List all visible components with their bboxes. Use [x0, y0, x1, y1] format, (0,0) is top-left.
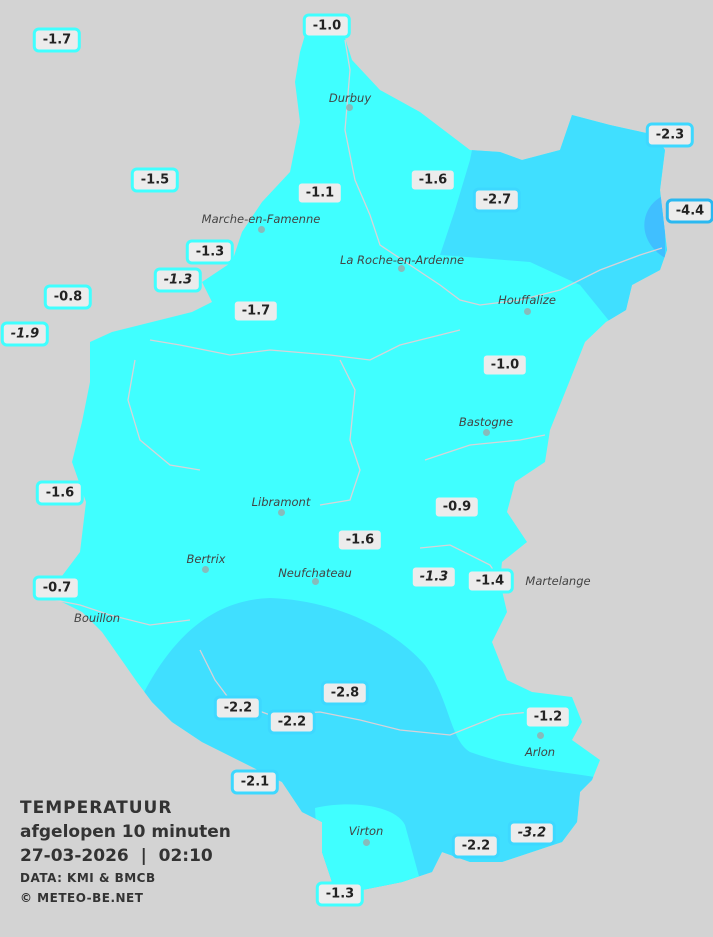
- town-label: Neufchateau: [278, 566, 352, 580]
- station-temperature-label[interactable]: -1.2: [523, 704, 573, 730]
- town-dot: [536, 731, 544, 739]
- station-temperature-label[interactable]: -1.6: [335, 527, 385, 553]
- station-temperature-label[interactable]: -2.7: [472, 187, 522, 213]
- station-temperature-label[interactable]: -1.9: [0, 321, 50, 347]
- town-dot: [345, 103, 353, 111]
- station-temperature-label[interactable]: -1.7: [231, 298, 281, 324]
- station-temperature-label[interactable]: -2.3: [645, 122, 695, 148]
- station-temperature-label[interactable]: -1.6: [408, 167, 458, 193]
- station-temperature-label[interactable]: -1.3: [315, 881, 365, 907]
- map-datetime: 27-03-2026 | 02:10: [20, 846, 213, 866]
- station-temperature-label[interactable]: -2.2: [267, 709, 317, 735]
- town-label: Arlon: [524, 745, 556, 759]
- town-dot: [362, 838, 370, 846]
- station-temperature-label[interactable]: -1.4: [465, 568, 515, 594]
- station-temperature-label[interactable]: -0.7: [32, 575, 82, 601]
- map-title: TEMPERATUUR: [20, 798, 173, 818]
- town-label: La Roche-en-Ardenne: [339, 253, 465, 267]
- zone-cold-east: [644, 195, 665, 258]
- zone-light-virton: [315, 804, 420, 890]
- station-temperature-label[interactable]: -4.4: [665, 198, 713, 224]
- town-label: Libramont: [251, 495, 311, 509]
- town-label: Bouillon: [73, 611, 121, 625]
- town-label: Bastogne: [458, 415, 514, 429]
- station-temperature-label[interactable]: -1.0: [480, 352, 530, 378]
- station-temperature-label[interactable]: -1.3: [185, 239, 235, 265]
- town-label: Virton: [348, 824, 384, 838]
- town-dot: [201, 565, 209, 573]
- map-subtitle: afgelopen 10 minuten: [20, 822, 231, 842]
- station-temperature-label[interactable]: -2.2: [451, 833, 501, 859]
- rivers: [54, 39, 663, 736]
- station-temperature-label[interactable]: -0.9: [432, 494, 482, 520]
- town-dot: [482, 428, 490, 436]
- station-temperature-label[interactable]: -2.8: [320, 680, 370, 706]
- town-label: Durbuy: [328, 91, 372, 105]
- town-dot: [397, 264, 405, 272]
- station-temperature-label[interactable]: -1.3: [153, 267, 203, 293]
- town-label: Marche-en-Famenne: [201, 212, 321, 226]
- town-label: Houffalize: [498, 293, 556, 307]
- copyright: © METEO-BE.NET: [20, 891, 144, 905]
- town-dot: [277, 508, 285, 516]
- station-temperature-label[interactable]: -2.1: [230, 769, 280, 795]
- station-temperature-label[interactable]: -0.8: [43, 284, 93, 310]
- station-temperature-label[interactable]: -1.3: [409, 564, 459, 590]
- town-dot: [523, 307, 531, 315]
- station-temperature-label[interactable]: -1.1: [295, 180, 345, 206]
- station-temperature-label[interactable]: -1.0: [302, 13, 352, 39]
- town-dot: [311, 577, 319, 585]
- station-temperature-label[interactable]: -1.5: [130, 167, 180, 193]
- data-source: DATA: KMI & BMCB: [20, 871, 156, 885]
- station-temperature-label[interactable]: -1.6: [35, 480, 85, 506]
- map-legend: TEMPERATUUR afgelopen 10 minuten 27-03-2…: [20, 796, 231, 908]
- station-temperature-label[interactable]: -1.7: [32, 27, 82, 53]
- town-label: Bertrix: [186, 552, 226, 566]
- town-dot: [257, 225, 265, 233]
- station-temperature-label[interactable]: -2.2: [213, 695, 263, 721]
- town-label: Martelange: [525, 574, 591, 588]
- station-temperature-label[interactable]: -3.2: [507, 820, 557, 846]
